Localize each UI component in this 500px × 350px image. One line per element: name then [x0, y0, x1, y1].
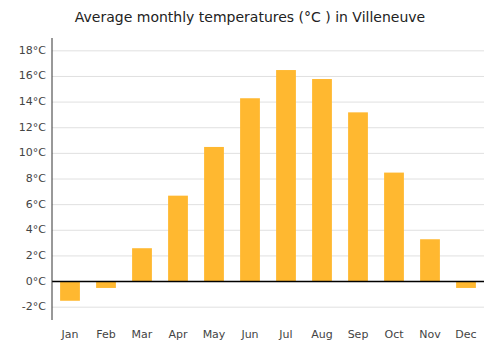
grid-line — [52, 255, 484, 256]
x-tick-label: Jul — [278, 328, 292, 341]
bar — [60, 282, 80, 301]
y-tick-label: 4°C — [26, 223, 46, 236]
grid-line — [52, 230, 484, 231]
y-tick-label: 10°C — [19, 146, 46, 159]
x-tick-label: Apr — [168, 328, 188, 341]
grid-line — [52, 281, 484, 282]
y-axis-line — [52, 38, 53, 320]
grid-line — [52, 50, 484, 51]
y-tick-label: 6°C — [26, 198, 46, 211]
grid-line — [52, 76, 484, 77]
grid-line — [52, 102, 484, 103]
chart-title: Average monthly temperatures (°C ) in Vi… — [75, 9, 425, 25]
x-tick-label: Nov — [419, 328, 441, 341]
bar — [276, 70, 296, 282]
bars — [60, 70, 476, 301]
y-tick-label: 18°C — [19, 44, 46, 57]
grid-line — [52, 153, 484, 154]
y-tick-label: 14°C — [19, 95, 46, 108]
bar — [348, 112, 368, 281]
y-tick-label: 16°C — [19, 69, 46, 82]
x-tick-label: Mar — [132, 328, 153, 341]
bar — [384, 173, 404, 282]
y-tick-label: 8°C — [26, 172, 46, 185]
x-tick-label: May — [203, 328, 226, 341]
y-grid — [52, 51, 484, 307]
grid-line — [52, 179, 484, 180]
zero-line — [52, 281, 484, 283]
chart-svg: Average monthly temperatures (°C ) in Vi… — [0, 0, 500, 350]
grid-line — [52, 307, 484, 308]
bar — [168, 196, 188, 282]
bar — [132, 248, 152, 281]
bar — [204, 147, 224, 282]
bar — [420, 239, 440, 281]
bar — [96, 282, 116, 288]
y-tick-label: 12°C — [19, 121, 46, 134]
chart-container: Average monthly temperatures (°C ) in Vi… — [0, 0, 500, 350]
bar — [312, 79, 332, 282]
grid-line — [52, 127, 484, 128]
y-tick-label: 2°C — [26, 249, 46, 262]
y-tick-labels: -2°C 0°C 2°C 4°C 6°C 8°C 10°C 12°C 14°C 16°C 18°C — [19, 44, 46, 313]
bar — [240, 98, 260, 281]
x-tick-label: Dec — [455, 328, 476, 341]
x-tick-labels: Jan Feb Mar Apr May Jun Jul Aug Sep Oct Nov Dec — [61, 328, 477, 341]
x-tick-label: Jan — [61, 328, 79, 341]
x-tick-label: Aug — [311, 328, 332, 341]
x-tick-label: Jun — [240, 328, 258, 341]
grid-line — [52, 204, 484, 205]
x-tick-label: Feb — [96, 328, 115, 341]
y-tick-label: -2°C — [22, 300, 46, 313]
y-tick-label: 0°C — [26, 275, 46, 288]
x-tick-label: Sep — [348, 328, 369, 341]
x-tick-label: Oct — [384, 328, 404, 341]
bar — [456, 282, 476, 288]
